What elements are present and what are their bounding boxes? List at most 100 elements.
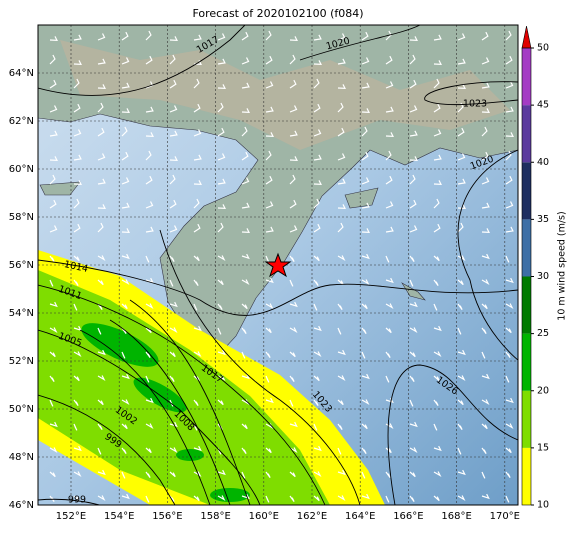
wind-barb — [289, 301, 298, 308]
colorbar-segment — [522, 105, 531, 163]
wind-barb — [457, 127, 465, 137]
colorbar-tick-label: 15 — [537, 442, 549, 453]
wind-barb — [265, 55, 273, 65]
wind-barb — [505, 175, 513, 185]
wind-barb — [217, 153, 226, 161]
isobar — [38, 259, 518, 316]
wind-barb — [241, 423, 248, 430]
map: 1017 1020 1023 1020 1014 1011 1005 1017 … — [38, 25, 518, 505]
wind-barb — [49, 156, 58, 161]
wind-barb — [505, 55, 513, 65]
wind-barb — [217, 469, 226, 476]
wind-barb — [265, 81, 274, 89]
wind-barb — [193, 495, 200, 502]
wind-barb — [433, 154, 442, 161]
wind-barb — [49, 36, 58, 41]
wind-barb — [409, 225, 418, 233]
wind-barb — [457, 153, 466, 161]
wind-barb — [49, 351, 56, 358]
wind-barb — [97, 102, 104, 113]
wind-barb — [97, 84, 106, 89]
wind-barb — [337, 84, 346, 89]
wind-barb — [361, 399, 370, 405]
wind-barb — [49, 225, 58, 233]
wind-barb — [217, 399, 224, 406]
wind-barb — [97, 447, 102, 455]
wind-barb — [169, 375, 175, 383]
wind-barb — [361, 202, 370, 209]
wind-barb — [193, 34, 202, 41]
wind-barb — [457, 222, 464, 233]
wind-barb — [433, 34, 442, 41]
wind-barb — [289, 174, 296, 185]
wind-barb — [385, 471, 391, 479]
wind-barb — [121, 399, 130, 405]
wind-barb — [457, 349, 466, 356]
wind-barb — [97, 178, 106, 185]
wind-barb — [289, 36, 298, 41]
wind-barb — [313, 351, 322, 357]
wind-barb — [169, 255, 175, 263]
wind-barb — [169, 447, 178, 453]
wind-barb — [337, 127, 345, 137]
wind-barb — [409, 421, 418, 428]
lon-label: 168°E — [441, 511, 471, 522]
wind-barb — [289, 54, 296, 65]
wind-barb — [97, 375, 106, 381]
wind-barb — [73, 471, 82, 477]
wind-barb — [481, 151, 489, 161]
wind-barb — [313, 223, 321, 233]
title: Forecast of 2020102100 (f084) — [192, 7, 363, 20]
wind-barb — [241, 447, 247, 455]
wind-barb — [409, 54, 416, 65]
wind-barb — [121, 303, 128, 310]
wind-barb — [97, 327, 102, 335]
wind-barb — [121, 423, 128, 430]
wind-barb — [433, 198, 440, 209]
wind-barb — [313, 34, 322, 41]
colorbar-segment — [522, 162, 531, 220]
wind-barb — [217, 178, 226, 185]
wind-barb — [169, 421, 178, 428]
wind-barb — [121, 351, 126, 359]
wind-barb — [457, 255, 466, 261]
wind-barb — [145, 471, 151, 479]
wind-barb — [145, 132, 154, 137]
wind-barb — [337, 399, 344, 406]
wind-barb — [337, 255, 346, 261]
lat-label: 46°N — [9, 500, 34, 511]
wind-barb — [313, 180, 322, 185]
wind-barb — [73, 375, 80, 382]
wind-barb — [193, 399, 199, 407]
wind-barb — [265, 201, 274, 209]
wind-barb — [121, 108, 130, 113]
isobar — [299, 25, 421, 61]
wind-barb — [217, 255, 226, 261]
wind-barb — [361, 471, 366, 479]
wind-barb — [313, 154, 322, 161]
wind-barb — [505, 150, 512, 161]
wind-barb — [73, 399, 79, 407]
wind-barb — [289, 399, 294, 407]
wind-barb — [217, 495, 226, 501]
isobar — [424, 81, 518, 106]
wind-barb — [217, 33, 226, 41]
wind-barb — [169, 471, 176, 478]
wind-barb — [337, 178, 346, 185]
wind-barb — [505, 303, 514, 309]
wind-barb — [433, 445, 442, 452]
isobar — [38, 394, 176, 505]
wind-barb — [145, 201, 154, 209]
wind-barb — [289, 79, 297, 89]
wind-barb — [289, 199, 297, 209]
wind-barb — [49, 105, 58, 113]
wind-barb — [97, 204, 106, 209]
wind-barb — [49, 54, 56, 65]
wind-barb — [289, 495, 295, 503]
wind-barb — [145, 397, 154, 404]
wind-barb — [385, 132, 394, 137]
lat-label: 64°N — [9, 68, 34, 79]
wind-barb — [481, 373, 490, 380]
wind-barb — [481, 57, 490, 65]
